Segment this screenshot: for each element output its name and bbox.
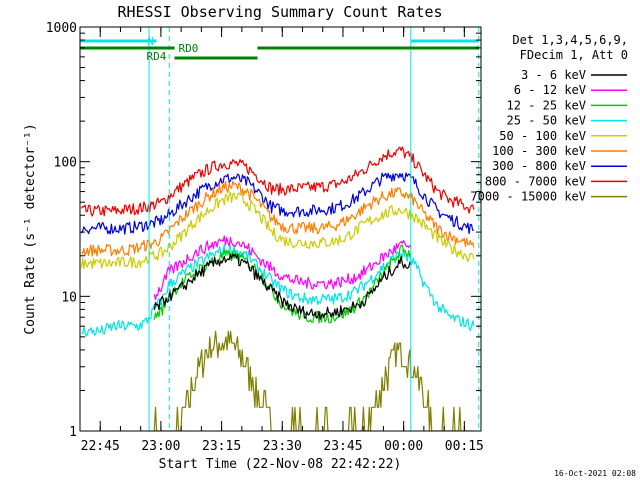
series-line-100-300-kev [81,180,475,257]
series-line-300-800-kev [80,172,474,235]
y-axis-label: Count Rate (s⁻¹ detector⁻¹) [23,123,38,334]
footer-date: 16-Oct-2021 02:08 [554,469,636,478]
axis-layer: 1 10 100 1000 22:45 23:00 23:15 23:30 23:45 00:00… [46,21,484,454]
overlay-layer: N RD0 RD4 [80,27,480,431]
legend-label-12-25-kev: 12 - 25 keV [507,98,586,112]
y-tick-label-1: 1 [69,425,77,440]
legend-label-25-50-kev: 25 - 50 keV [507,114,586,128]
legend-label-300-800-kev: 300 - 800 keV [492,159,586,173]
rd-label-rd4: RD4 [147,50,167,63]
x-tick-label-23-30: 23:30 [263,439,302,454]
x-tick-label-00-00: 00:00 [384,439,423,454]
y-tick-label-1000: 1000 [46,21,77,36]
x-axis-label: Start Time (22-Nov-08 22:42:22) [159,457,402,472]
x-tick-label-23-15: 23:15 [202,439,241,454]
legend-header-decim: FDecim 1, Att 0 [520,48,628,62]
x-tick-label-23-45: 23:45 [323,439,362,454]
x-tick-label-22-45: 22:45 [81,439,120,454]
legend-label-6-12-kev: 6 - 12 keV [514,83,586,97]
series-line-800-7000-kev [80,146,475,217]
series-line-6-12-kev [153,235,412,301]
legend-label-7000-15000-kev: 7000 - 15000 keV [470,190,586,204]
series-layer [80,146,475,431]
series-line-25-50-kev [81,244,475,337]
x-tick-label-00-15: 00:15 [445,439,484,454]
series-line-7000-15000-kev [153,330,474,431]
legend-label-800-7000-kev: 800 - 7000 keV [485,174,586,188]
series-line-50-100-kev [80,191,475,270]
attenuator-label: N [147,35,154,48]
y-tick-label-10: 10 [61,290,77,305]
x-tick-label-23-00: 23:00 [141,439,180,454]
legend: Det 1,3,4,5,6,9, FDecim 1, Att 0 3 - 6 k… [470,33,628,204]
legend-label-50-100-kev: 50 - 100 keV [499,129,586,143]
y-tick-label-100: 100 [54,156,77,171]
legend-header-detectors: Det 1,3,4,5,6,9, [512,33,628,47]
legend-label-3-6-kev: 3 - 6 keV [521,68,586,82]
legend-label-100-300-kev: 100 - 300 keV [492,144,586,158]
rd-label-rd0: RD0 [179,42,199,55]
series-line-3-6-kev [153,253,412,320]
plot-frame [79,26,482,432]
chart-title: RHESSI Observing Summary Count Rates [117,3,442,21]
